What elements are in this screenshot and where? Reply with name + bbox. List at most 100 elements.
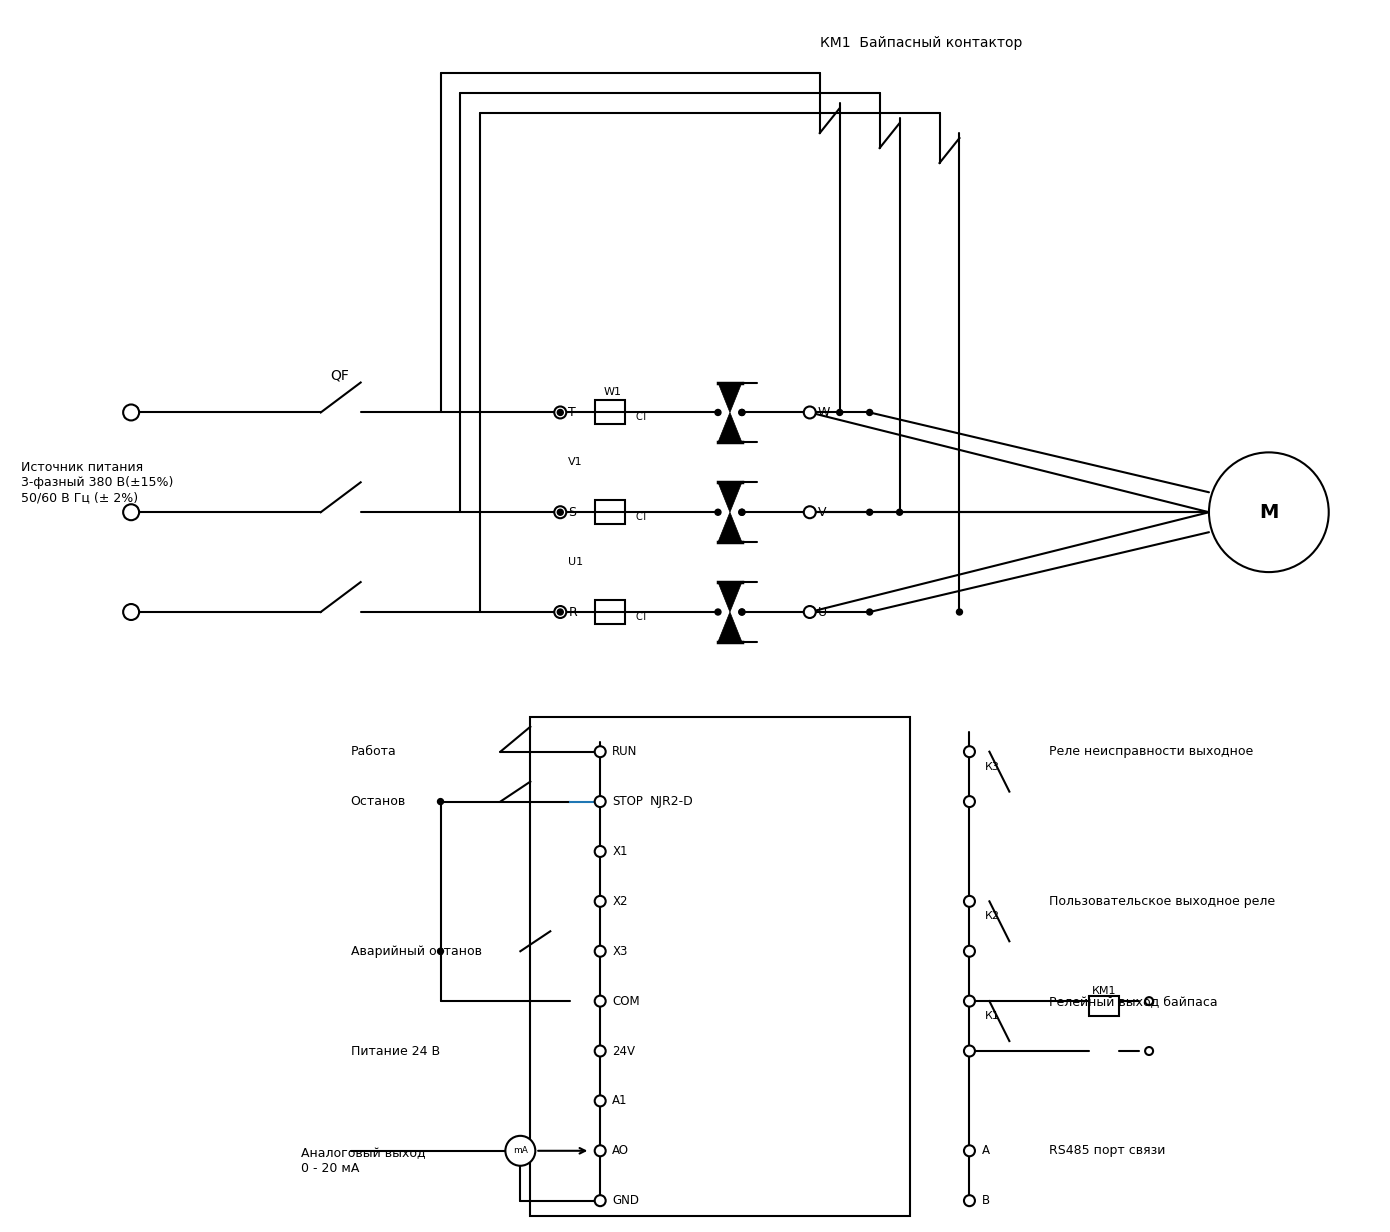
Circle shape [956, 609, 962, 615]
Text: 24V: 24V [612, 1045, 635, 1057]
Circle shape [803, 606, 816, 618]
Circle shape [739, 509, 745, 515]
Text: X3: X3 [612, 945, 627, 957]
Text: К2: К2 [984, 912, 999, 922]
Circle shape [803, 506, 816, 519]
Text: Останов: Останов [350, 795, 406, 808]
Text: CT: CT [635, 612, 648, 622]
Text: NJR2-D: NJR2-D [651, 795, 694, 808]
Circle shape [963, 1046, 974, 1057]
Circle shape [595, 896, 606, 907]
Text: B: B [981, 1194, 990, 1207]
Text: R: R [569, 605, 577, 618]
Circle shape [739, 509, 745, 515]
Circle shape [963, 1195, 974, 1206]
Circle shape [595, 1195, 606, 1206]
Circle shape [438, 949, 443, 955]
Circle shape [595, 1146, 606, 1157]
Text: Релейный выход байпаса: Релейный выход байпаса [1049, 994, 1218, 1008]
Polygon shape [719, 582, 742, 612]
Polygon shape [719, 513, 742, 542]
Text: W1: W1 [603, 388, 621, 398]
Text: К1: К1 [984, 1011, 999, 1021]
Text: Работа: Работа [350, 745, 396, 758]
Bar [595, 500, 626, 524]
Text: RS485 порт связи: RS485 порт связи [1049, 1145, 1166, 1157]
Circle shape [714, 509, 721, 515]
Circle shape [595, 796, 606, 807]
Circle shape [739, 409, 745, 415]
Circle shape [595, 846, 606, 857]
Circle shape [714, 609, 721, 615]
Circle shape [557, 609, 563, 615]
Circle shape [866, 409, 873, 415]
Circle shape [963, 896, 974, 907]
Circle shape [963, 796, 974, 807]
Text: Аналоговый выход
0 - 20 мА: Аналоговый выход 0 - 20 мА [300, 1147, 425, 1175]
Text: STOP: STOP [612, 795, 644, 808]
Circle shape [595, 995, 606, 1007]
Circle shape [555, 506, 566, 519]
Text: GND: GND [612, 1194, 639, 1207]
Text: RUN: RUN [612, 745, 638, 758]
Circle shape [124, 504, 139, 520]
Bar [531, 717, 909, 1216]
Text: U: U [817, 605, 827, 618]
Polygon shape [719, 482, 742, 513]
Circle shape [739, 609, 745, 615]
Circle shape [963, 747, 974, 758]
Circle shape [866, 609, 873, 615]
Text: QF: QF [331, 368, 350, 382]
Polygon shape [719, 413, 742, 442]
Text: S: S [569, 505, 577, 519]
Circle shape [555, 606, 566, 618]
Circle shape [837, 409, 842, 415]
Text: КМ1  Байпасный контактор: КМ1 Байпасный контактор [820, 36, 1022, 51]
Circle shape [866, 509, 873, 515]
Text: V: V [817, 505, 826, 519]
Text: Источник питания
3-фазный 380 В(±15%)
50/60 В Гц (± 2%): Источник питания 3-фазный 380 В(±15%) 50… [21, 461, 174, 504]
Circle shape [963, 1146, 974, 1157]
Circle shape [739, 409, 745, 415]
Circle shape [595, 946, 606, 957]
Text: U1: U1 [569, 557, 584, 567]
Text: Питание 24 В: Питание 24 В [350, 1045, 439, 1057]
Text: Реле неисправности выходное: Реле неисправности выходное [1049, 745, 1254, 758]
Circle shape [595, 1095, 606, 1106]
Text: T: T [569, 407, 575, 419]
Text: V1: V1 [569, 457, 582, 467]
Text: COM: COM [612, 994, 639, 1008]
Circle shape [124, 404, 139, 420]
Text: CT: CT [635, 413, 648, 423]
Circle shape [506, 1136, 535, 1165]
Text: AO: AO [612, 1145, 630, 1157]
Text: CT: CT [635, 513, 648, 522]
Text: Аварийный останов: Аварийный останов [350, 945, 482, 957]
Circle shape [963, 946, 974, 957]
Circle shape [595, 747, 606, 758]
Text: W: W [817, 407, 830, 419]
Polygon shape [719, 382, 742, 413]
Circle shape [803, 407, 816, 419]
Bar [595, 600, 626, 623]
Circle shape [739, 609, 745, 615]
Text: К3: К3 [984, 761, 999, 771]
Circle shape [897, 509, 902, 515]
Circle shape [714, 409, 721, 415]
Circle shape [557, 409, 563, 415]
Text: Пользовательское выходное реле: Пользовательское выходное реле [1049, 894, 1276, 908]
Text: A1: A1 [612, 1094, 628, 1108]
Text: М: М [1259, 503, 1279, 521]
Text: mA: mA [513, 1146, 528, 1156]
Circle shape [124, 604, 139, 620]
Circle shape [595, 1046, 606, 1057]
Circle shape [555, 407, 566, 419]
Circle shape [438, 798, 443, 804]
Text: X1: X1 [612, 845, 628, 857]
Text: A: A [981, 1145, 990, 1157]
Circle shape [557, 509, 563, 515]
Circle shape [963, 995, 974, 1007]
Bar [1090, 997, 1119, 1016]
Text: КМ1: КМ1 [1093, 986, 1116, 997]
Text: X2: X2 [612, 894, 628, 908]
